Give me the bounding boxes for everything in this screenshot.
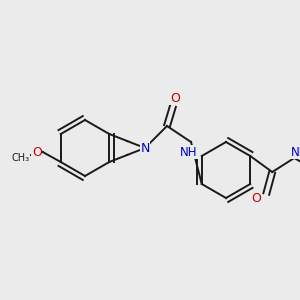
Text: N: N — [140, 142, 150, 154]
Text: O: O — [170, 92, 180, 104]
Text: CH₃: CH₃ — [12, 153, 30, 163]
Text: O: O — [32, 146, 42, 158]
Text: NH: NH — [290, 146, 300, 158]
Text: NH: NH — [180, 146, 198, 158]
Text: O: O — [251, 193, 261, 206]
